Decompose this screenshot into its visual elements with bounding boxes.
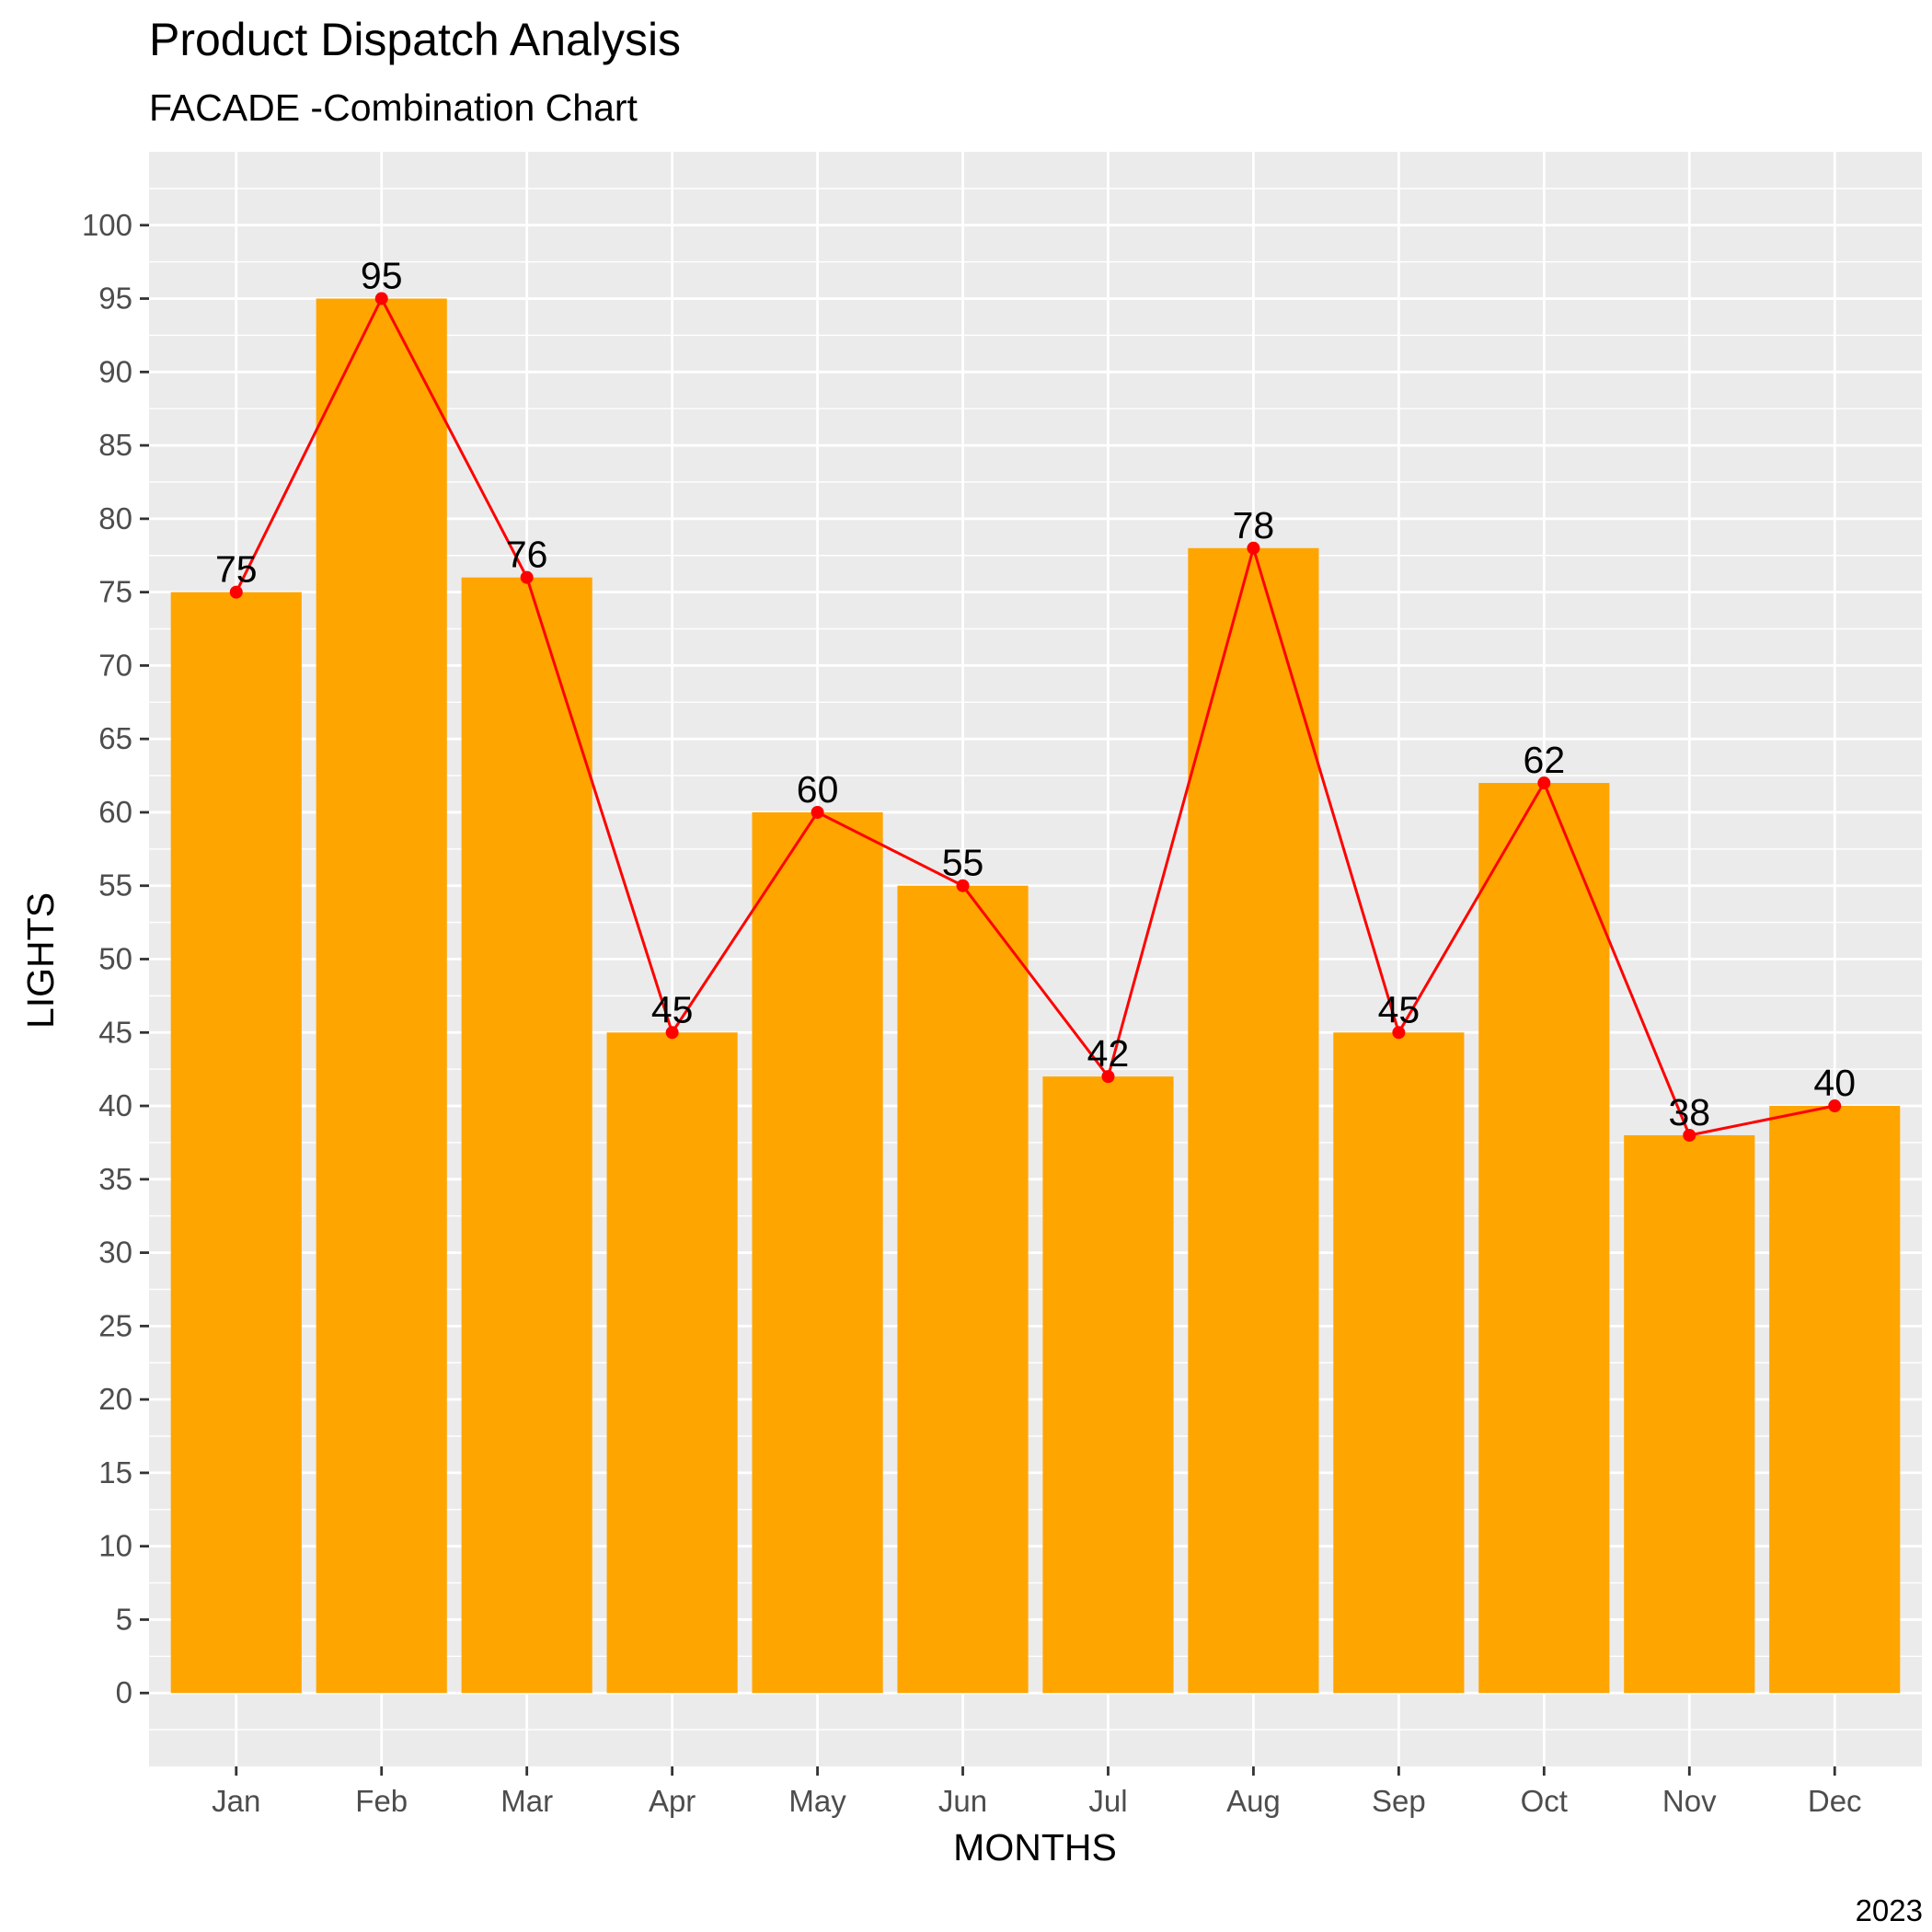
chart-title: Product Dispatch Analysis <box>149 14 681 65</box>
x-tick-label: Mar <box>500 1784 553 1818</box>
bar <box>1769 1106 1901 1694</box>
line-point <box>520 570 534 584</box>
bar <box>1333 1032 1465 1694</box>
data-label: 78 <box>1233 504 1275 546</box>
y-tick-label: 0 <box>116 1675 132 1709</box>
line-point <box>1828 1099 1842 1113</box>
y-tick-label: 5 <box>116 1602 132 1636</box>
data-label: 40 <box>1813 1062 1856 1104</box>
x-tick-label: Jan <box>212 1784 260 1818</box>
y-tick-label: 90 <box>98 354 132 388</box>
bar <box>1478 783 1610 1694</box>
y-tick-label: 10 <box>98 1529 132 1563</box>
chart-subtitle: FACADE -Combination Chart <box>149 86 638 129</box>
data-label: 45 <box>1378 988 1420 1030</box>
x-tick-label: May <box>788 1784 846 1818</box>
line-point <box>665 1026 679 1040</box>
y-tick-label: 30 <box>98 1236 132 1270</box>
x-tick-label: Jun <box>938 1784 987 1818</box>
data-label: 76 <box>506 534 548 576</box>
x-tick-label: Oct <box>1521 1784 1568 1818</box>
line-point <box>1683 1128 1696 1142</box>
bar <box>752 811 883 1694</box>
x-tick-label: Dec <box>1808 1784 1862 1818</box>
data-label: 38 <box>1668 1091 1710 1133</box>
bar <box>606 1032 738 1694</box>
bar <box>170 592 302 1694</box>
bar <box>1624 1134 1755 1694</box>
line-point <box>229 585 243 599</box>
x-tick-label: Aug <box>1226 1784 1281 1818</box>
bar <box>1188 547 1319 1694</box>
x-tick-label: Apr <box>649 1784 696 1818</box>
line-point <box>1247 541 1260 555</box>
y-tick-label: 70 <box>98 648 132 682</box>
data-labels: 75 95 76 45 60 55 42 78 45 62 38 40 <box>215 255 1856 1133</box>
y-tick-label: 60 <box>98 795 132 829</box>
chart-caption: 2023 <box>1856 1893 1923 1927</box>
y-tick-label: 95 <box>98 282 132 316</box>
y-tick-label: 75 <box>98 575 132 609</box>
y-tick-label: 55 <box>98 868 132 903</box>
y-tick-label: 65 <box>98 721 132 755</box>
line-path <box>235 295 1835 1137</box>
x-axis: Jan Feb Mar Apr May Jun Jul Aug Sep Oct Nov Dec <box>212 1766 1862 1818</box>
x-tick-label: Jul <box>1088 1784 1127 1818</box>
y-tick-label: 100 <box>82 208 132 242</box>
bar <box>897 885 1029 1694</box>
y-tick-label: 80 <box>98 501 132 535</box>
data-label: 60 <box>797 768 839 811</box>
data-label: 45 <box>651 988 694 1030</box>
y-tick-label: 85 <box>98 428 132 462</box>
y-tick-label: 35 <box>98 1162 132 1196</box>
line-point <box>1101 1070 1115 1084</box>
bar <box>461 577 592 1694</box>
line-point <box>1392 1026 1406 1040</box>
y-axis: 0 5 10 15 20 25 30 35 40 45 50 55 60 65 70 75 80 85 90 95 10… <box>82 208 149 1709</box>
line-point <box>811 805 824 819</box>
y-tick-label: 45 <box>98 1015 132 1049</box>
data-label: 62 <box>1524 739 1566 781</box>
data-label: 42 <box>1087 1032 1130 1075</box>
bars <box>170 298 1901 1694</box>
y-tick-label: 40 <box>98 1088 132 1122</box>
y-axis-title: LIGHTS <box>19 892 62 1029</box>
line-point <box>956 879 970 892</box>
y-tick-label: 25 <box>98 1308 132 1342</box>
bar <box>1042 1076 1174 1694</box>
data-label: 75 <box>215 548 258 591</box>
line-series <box>229 292 1842 1142</box>
y-tick-label: 50 <box>98 942 132 976</box>
line-point <box>1537 776 1551 790</box>
line-point <box>374 292 388 305</box>
y-tick-label: 15 <box>98 1455 132 1489</box>
y-tick-label: 20 <box>98 1382 132 1416</box>
data-label: 95 <box>361 255 403 297</box>
x-tick-label: Sep <box>1372 1784 1426 1818</box>
x-axis-title: MONTHS <box>953 1826 1117 1869</box>
bar <box>316 298 447 1694</box>
x-tick-label: Feb <box>355 1784 408 1818</box>
x-tick-label: Nov <box>1662 1784 1717 1818</box>
data-label: 55 <box>942 842 984 884</box>
